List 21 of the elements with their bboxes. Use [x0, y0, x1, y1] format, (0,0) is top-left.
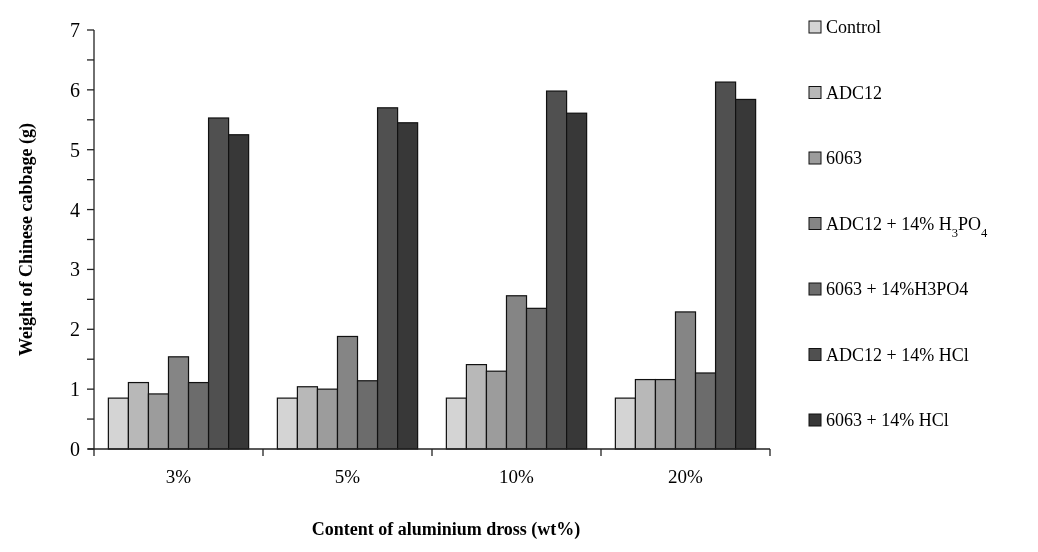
y-tick-label: 4: [70, 198, 80, 221]
y-tick-label: 6: [70, 78, 80, 101]
legend-label: ADC12: [826, 82, 883, 103]
legend-label: 6063 + 14%H3PO4: [826, 279, 969, 300]
y-tick-label: 1: [70, 378, 80, 401]
y-tick-label: 3: [70, 258, 80, 281]
x-tick-label: 5%: [334, 466, 361, 487]
legend-label: Control: [826, 17, 882, 38]
legend-label: ADC12 + 14% HCl: [826, 344, 969, 365]
y-axis-title: Weight of Chinese cabbage (g): [16, 123, 37, 356]
y-tick-label: 2: [70, 318, 80, 341]
x-tick-label: 10%: [499, 466, 535, 487]
legend-label: 6063: [826, 148, 862, 169]
legend-label: ADC12 + 14% H$_{3}$PO$_{4}$: [826, 213, 988, 240]
y-tick-label: 0: [70, 438, 80, 460]
y-tick-label: 7: [70, 19, 80, 41]
x-tick-label: 3%: [165, 466, 192, 487]
legend-label: 6063 + 14% HCl: [826, 410, 949, 431]
x-axis-title: Content of aluminium dross (wt%): [311, 519, 581, 540]
x-tick-label: 20%: [668, 466, 704, 487]
y-tick-label: 5: [70, 138, 80, 161]
